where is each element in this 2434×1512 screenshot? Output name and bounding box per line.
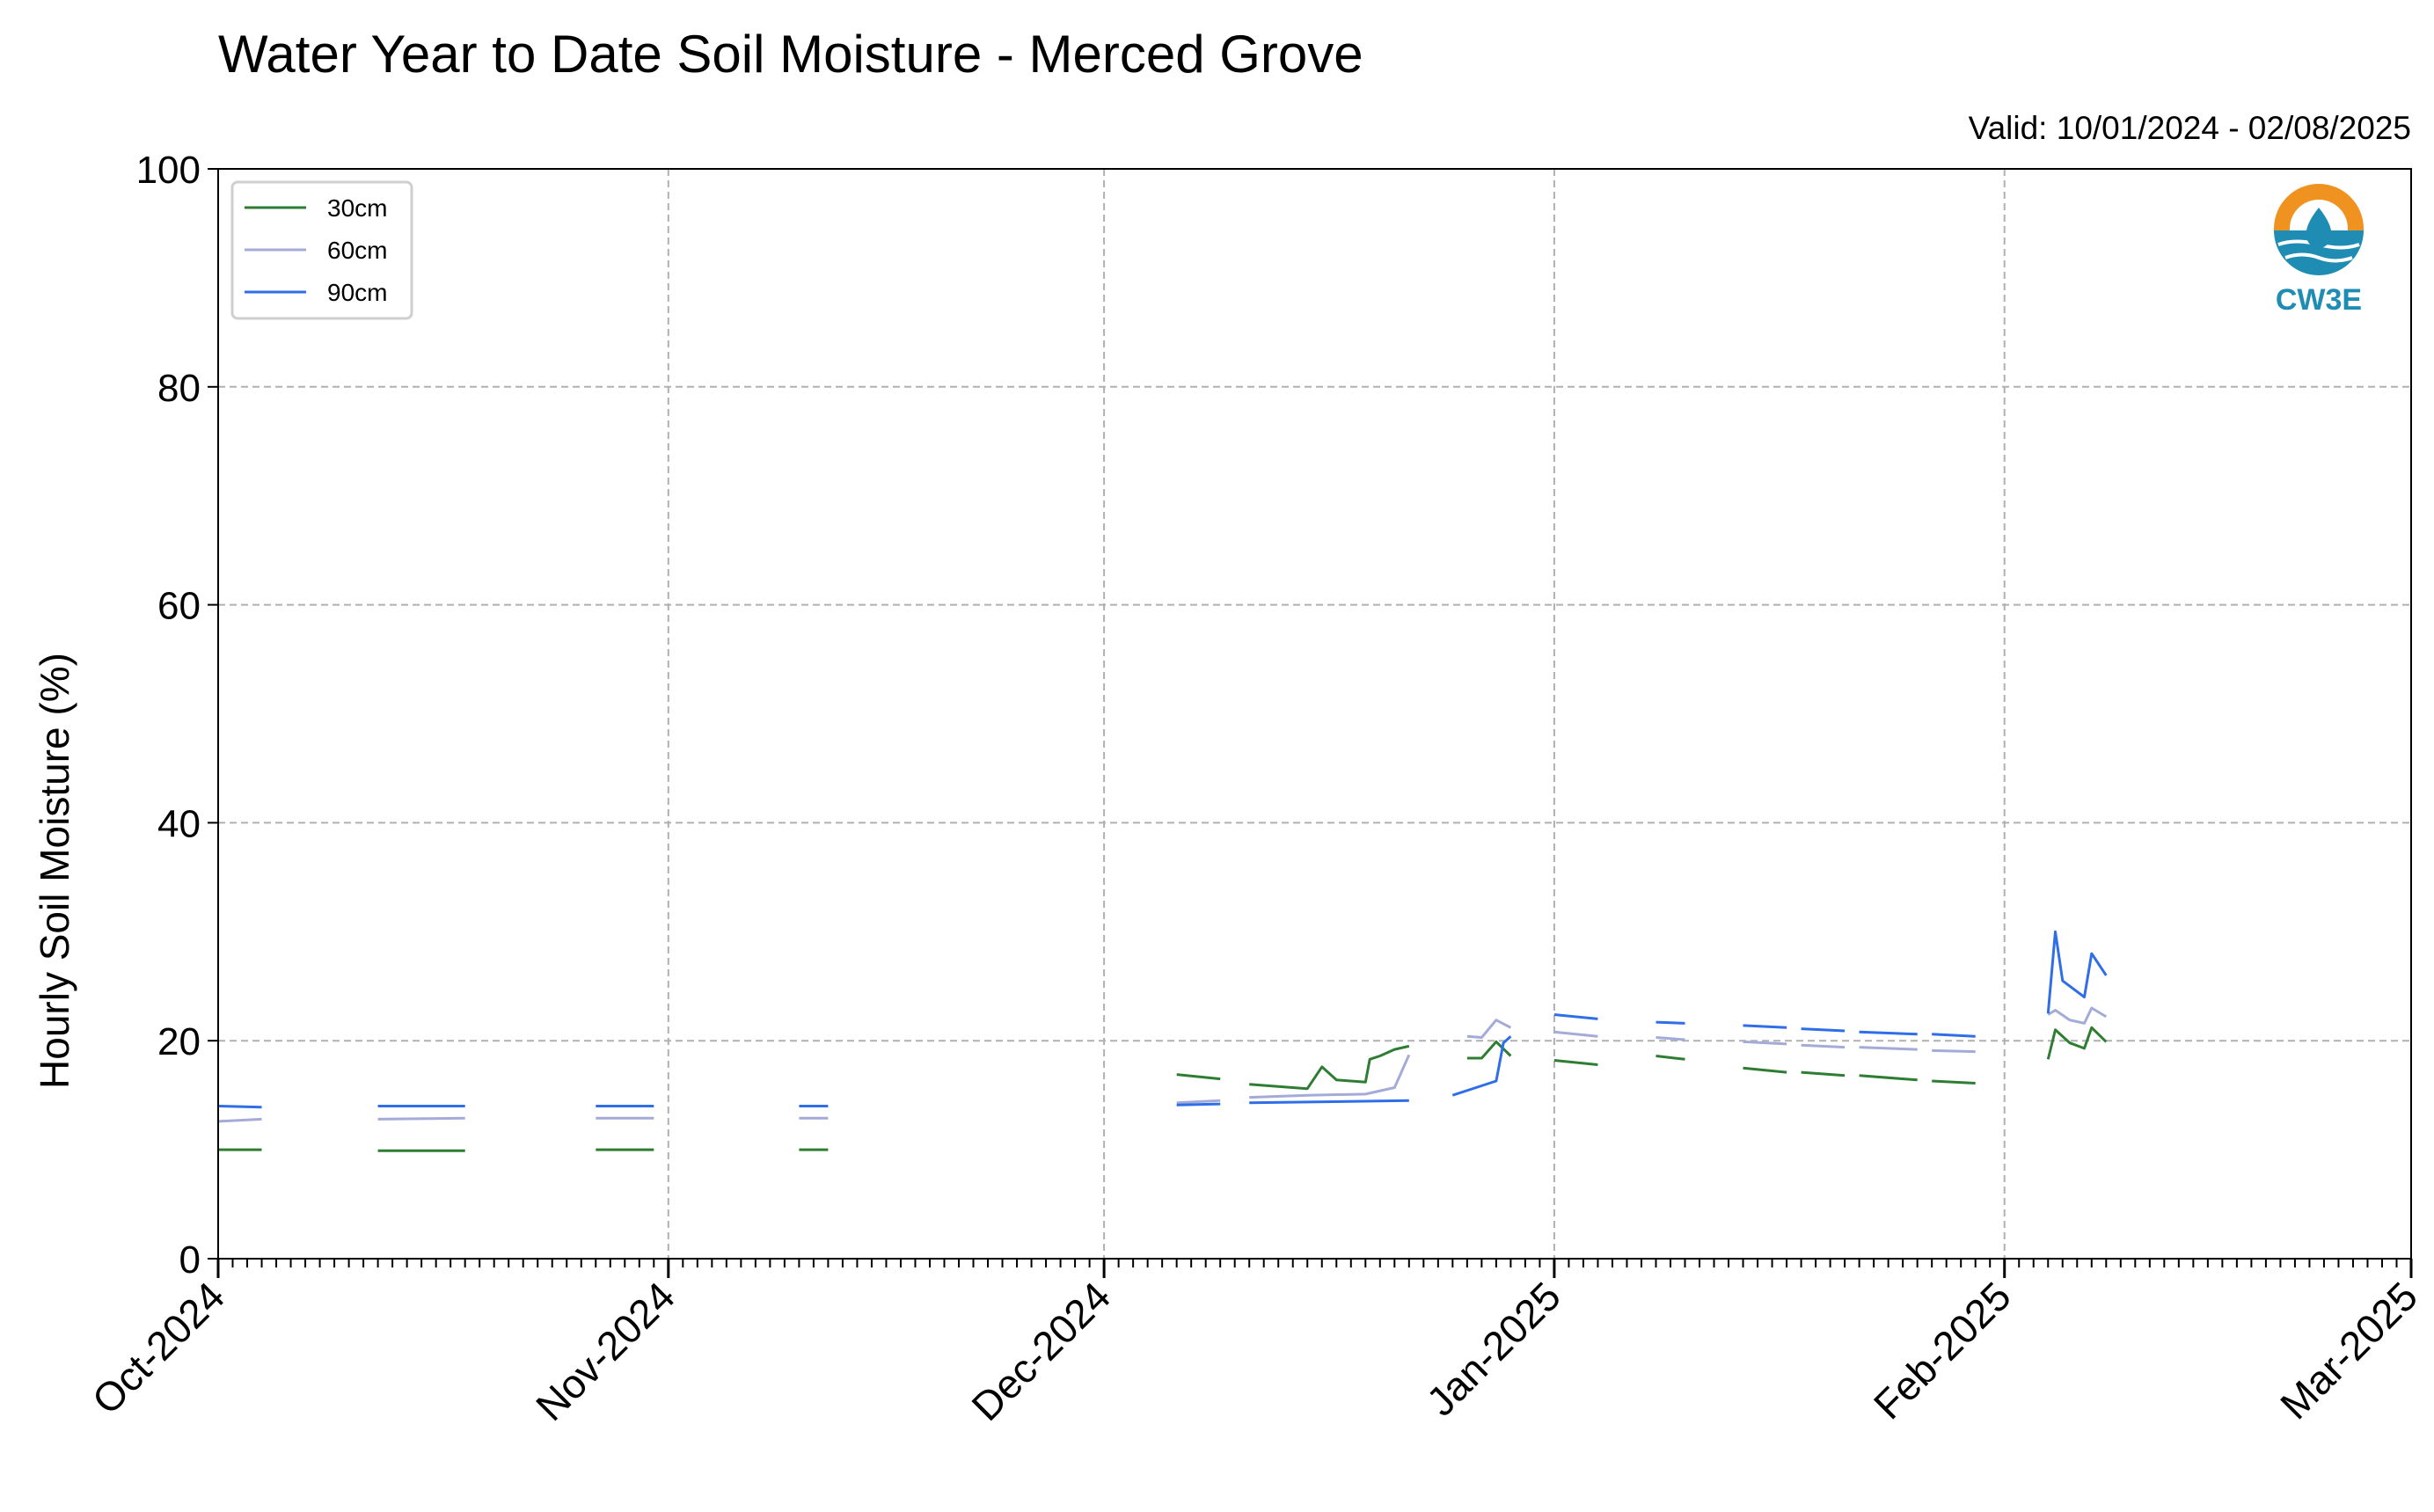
- y-tick-label: 0: [179, 1238, 201, 1282]
- y-axis-ticks: 0 20 40 60 80 100: [136, 149, 218, 1282]
- series-line-90cm: [1656, 1020, 1685, 1025]
- series-line-30cm: [1176, 1073, 1221, 1081]
- series-line-60cm: [1859, 1046, 1918, 1051]
- logo-text: CW3E: [2276, 283, 2362, 317]
- series-line-30cm: [2046, 1026, 2108, 1060]
- series-line-60cm: [1801, 1043, 1846, 1049]
- series-line-90cm: [2046, 930, 2108, 1014]
- plot-frame: [217, 168, 2412, 1260]
- legend-label-90cm: 90cm: [327, 279, 387, 306]
- series-line-60cm: [1176, 1099, 1221, 1105]
- series-line-60cm: [1656, 1036, 1685, 1041]
- series-line-60cm: [1743, 1040, 1787, 1046]
- logo-drop-icon: [2306, 208, 2332, 248]
- x-tick-label: Dec-2024: [962, 1273, 1119, 1429]
- series-line-30cm: [1249, 1044, 1410, 1091]
- x-tick-label: Feb-2025: [1865, 1273, 2020, 1428]
- logo-wave-line: [2284, 252, 2353, 263]
- series-lines: [217, 930, 2108, 1152]
- chart-title: Water Year to Date Soil Moisture - Merce…: [218, 25, 1363, 84]
- series-line-30cm: [1932, 1079, 1976, 1085]
- y-tick-label: 40: [157, 802, 201, 845]
- legend-box: [230, 180, 413, 320]
- series-line-60cm: [1249, 1054, 1411, 1099]
- x-tick-label: Nov-2024: [527, 1273, 683, 1429]
- x-tick-label: Jan-2025: [1418, 1273, 1569, 1424]
- x-tick-label: Mar-2025: [2271, 1273, 2426, 1428]
- series-line-90cm: [1553, 1013, 1598, 1020]
- series-line-60cm: [2047, 1006, 2108, 1025]
- legend-label-60cm: 60cm: [327, 237, 387, 264]
- x-tick-label: Oct-2024: [84, 1273, 234, 1423]
- series-line-30cm: [1553, 1059, 1598, 1066]
- series-line-90cm: [1249, 1099, 1409, 1105]
- legend: 30cm 60cm 90cm: [230, 180, 413, 320]
- series-line-30cm: [1801, 1070, 1846, 1077]
- series-line-30cm: [1656, 1055, 1685, 1061]
- series-line-30cm: [1859, 1074, 1918, 1082]
- series-line-90cm: [1859, 1030, 1918, 1036]
- x-minor-ticks: [231, 1259, 2398, 1267]
- series-line-60cm: [217, 1117, 262, 1123]
- x-axis-ticks: Oct-2024 Nov-2024 Dec-2024 Jan-2025 Feb-2025…: [84, 1259, 2426, 1429]
- series-line-90cm: [1801, 1027, 1846, 1033]
- series-line-90cm: [1451, 1035, 1512, 1097]
- series-line-60cm: [1466, 1019, 1512, 1039]
- series-line-60cm: [1932, 1048, 1976, 1054]
- series-line-90cm: [1932, 1033, 1976, 1038]
- cw3e-logo: CW3E: [2274, 184, 2364, 317]
- legend-label-30cm: 30cm: [327, 194, 387, 222]
- series-line-90cm: [1176, 1102, 1221, 1107]
- chart-subtitle: Valid: 10/01/2024 - 02/08/2025: [1969, 110, 2411, 146]
- series-line-30cm: [1743, 1066, 1787, 1074]
- y-tick-label: 100: [136, 149, 201, 192]
- y-tick-label: 80: [157, 367, 201, 410]
- y-tick-label: 60: [157, 585, 201, 628]
- series-line-60cm: [377, 1116, 465, 1121]
- y-axis-label: Hourly Soil Moisture (%): [32, 653, 77, 1089]
- series-line-60cm: [1553, 1030, 1598, 1038]
- series-line-90cm: [1743, 1024, 1787, 1029]
- y-tick-label: 20: [157, 1020, 201, 1063]
